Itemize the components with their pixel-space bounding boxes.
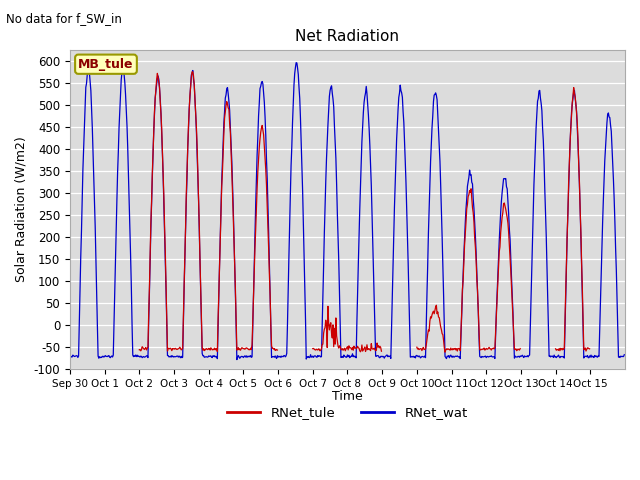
Y-axis label: Solar Radiation (W/m2): Solar Radiation (W/m2) [15, 136, 28, 282]
RNet_wat [437, 182, 445, 188]
RNet_tule [233, 347, 241, 353]
Line: RNet_wat: RNet_wat [70, 63, 624, 360]
X-axis label: Time: Time [332, 390, 363, 403]
RNet_wat [261, 114, 269, 120]
RNet_wat [131, 354, 139, 360]
RNet_wat [406, 322, 413, 328]
RNet_tule [260, 143, 268, 149]
RNet_wat [292, 60, 300, 66]
Text: No data for f_SW_in: No data for f_SW_in [6, 12, 122, 25]
RNet_wat [66, 354, 74, 360]
Title: Net Radiation: Net Radiation [296, 29, 399, 44]
RNet_wat [234, 354, 241, 360]
RNet_wat [620, 352, 628, 358]
Line: RNet_tule: RNet_tule [140, 72, 589, 352]
Legend: RNet_tule, RNet_wat: RNet_tule, RNet_wat [220, 400, 475, 426]
RNet_tule [435, 315, 443, 321]
RNet_wat [233, 357, 241, 362]
Text: MB_tule: MB_tule [78, 58, 134, 71]
RNet_wat [282, 353, 290, 359]
